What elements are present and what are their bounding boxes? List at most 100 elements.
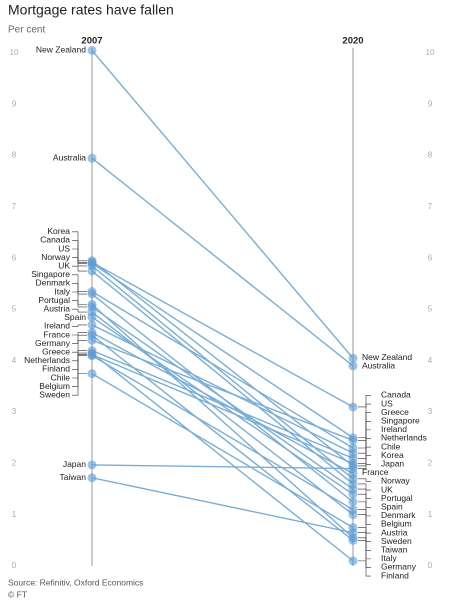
country-label: US [58, 243, 70, 253]
leader [358, 514, 371, 534]
dot [348, 361, 358, 371]
slope-line [91, 290, 354, 449]
country-label: Denmark [36, 278, 71, 288]
country-label: Greece [381, 407, 409, 417]
country-label: New Zealand [36, 45, 86, 55]
leader [358, 403, 371, 439]
leader [72, 324, 87, 327]
country-label: Netherlands [381, 433, 427, 443]
country-label: Finland [381, 570, 409, 580]
slope-line [91, 353, 354, 465]
slope-line [91, 355, 354, 511]
dot [87, 460, 97, 470]
y-tick-label: 4 [428, 356, 433, 365]
slope-line [91, 303, 354, 539]
country-label: Singapore [31, 269, 70, 279]
dot [87, 335, 97, 345]
dot [348, 505, 358, 515]
y-tick-label: 5 [428, 305, 433, 314]
y-tick-label: 5 [12, 305, 17, 314]
y-tick-label: 8 [428, 151, 433, 160]
country-label: Italy [381, 553, 397, 563]
dot [87, 153, 97, 163]
slope-line [91, 477, 354, 534]
leader [358, 509, 371, 525]
leader [72, 248, 87, 264]
dot [87, 369, 97, 379]
y-tick-label: 2 [428, 459, 433, 468]
country-label: Singapore [381, 416, 420, 426]
slope-line [91, 352, 354, 562]
dot [348, 556, 358, 566]
chart-title: Mortgage rates have fallen [8, 2, 174, 18]
credit: © FT [8, 589, 27, 599]
y-tick-label: 6 [12, 253, 17, 262]
slope-line [91, 373, 354, 529]
leader [358, 483, 371, 491]
slope-line [91, 311, 354, 516]
country-label: Belgium [39, 381, 70, 391]
leader [358, 560, 371, 577]
dot [87, 320, 97, 330]
country-label: Austria [381, 527, 408, 537]
country-label: Austria [44, 303, 71, 313]
slope-line [91, 334, 354, 541]
country-label: Germany [381, 562, 417, 572]
y-tick-label: 6 [428, 253, 433, 262]
country-label: New Zealand [362, 352, 412, 362]
country-label: Taiwan [381, 545, 408, 555]
dot [348, 528, 358, 538]
country-label: Australia [53, 152, 86, 162]
country-label: Sweden [381, 536, 412, 546]
leader [72, 291, 87, 305]
leader [72, 231, 87, 262]
slope-line [91, 339, 354, 441]
country-label: Canada [40, 235, 70, 245]
country-label: Ireland [381, 424, 407, 434]
dot [348, 464, 358, 474]
dot [348, 402, 358, 412]
country-label: Norway [381, 476, 411, 486]
dot [87, 45, 97, 55]
dot [87, 266, 97, 276]
slope-line [91, 270, 354, 485]
country-label: Belgium [381, 519, 412, 529]
country-label: Germany [35, 338, 71, 348]
leader [72, 334, 87, 344]
leader [72, 257, 87, 267]
leader [72, 300, 87, 308]
y-tick-label: 7 [12, 202, 17, 211]
y-tick-label: 4 [12, 356, 17, 365]
country-label: France [44, 329, 71, 339]
country-label: Finland [42, 364, 70, 374]
country-label: France [362, 467, 389, 477]
leader [358, 540, 371, 568]
country-label: Japan [381, 459, 404, 469]
slope-line [91, 306, 354, 490]
country-label: Portugal [38, 295, 70, 305]
slope-line [91, 261, 354, 408]
y-tick-label: 2 [12, 459, 17, 468]
source: Source: Refinitiv, Oxford Economics [8, 577, 143, 587]
slope-line [91, 324, 354, 454]
country-label: UK [58, 260, 70, 270]
country-label: Ireland [44, 321, 70, 331]
leader [358, 446, 371, 464]
leader [358, 438, 371, 459]
leader [358, 527, 371, 542]
slope-line [91, 464, 354, 470]
country-label: Greece [42, 346, 70, 356]
country-label: Chile [51, 372, 71, 382]
leader [358, 537, 371, 560]
year-label: 2020 [342, 36, 363, 47]
leader [358, 501, 371, 517]
leader [72, 332, 87, 336]
slope-line [91, 349, 354, 459]
year-label: 2007 [81, 36, 102, 47]
dot [87, 289, 97, 299]
leader [358, 488, 371, 499]
slope-line [91, 331, 354, 475]
leader [358, 429, 371, 454]
leader [358, 420, 371, 449]
country-label: Sweden [39, 389, 70, 399]
